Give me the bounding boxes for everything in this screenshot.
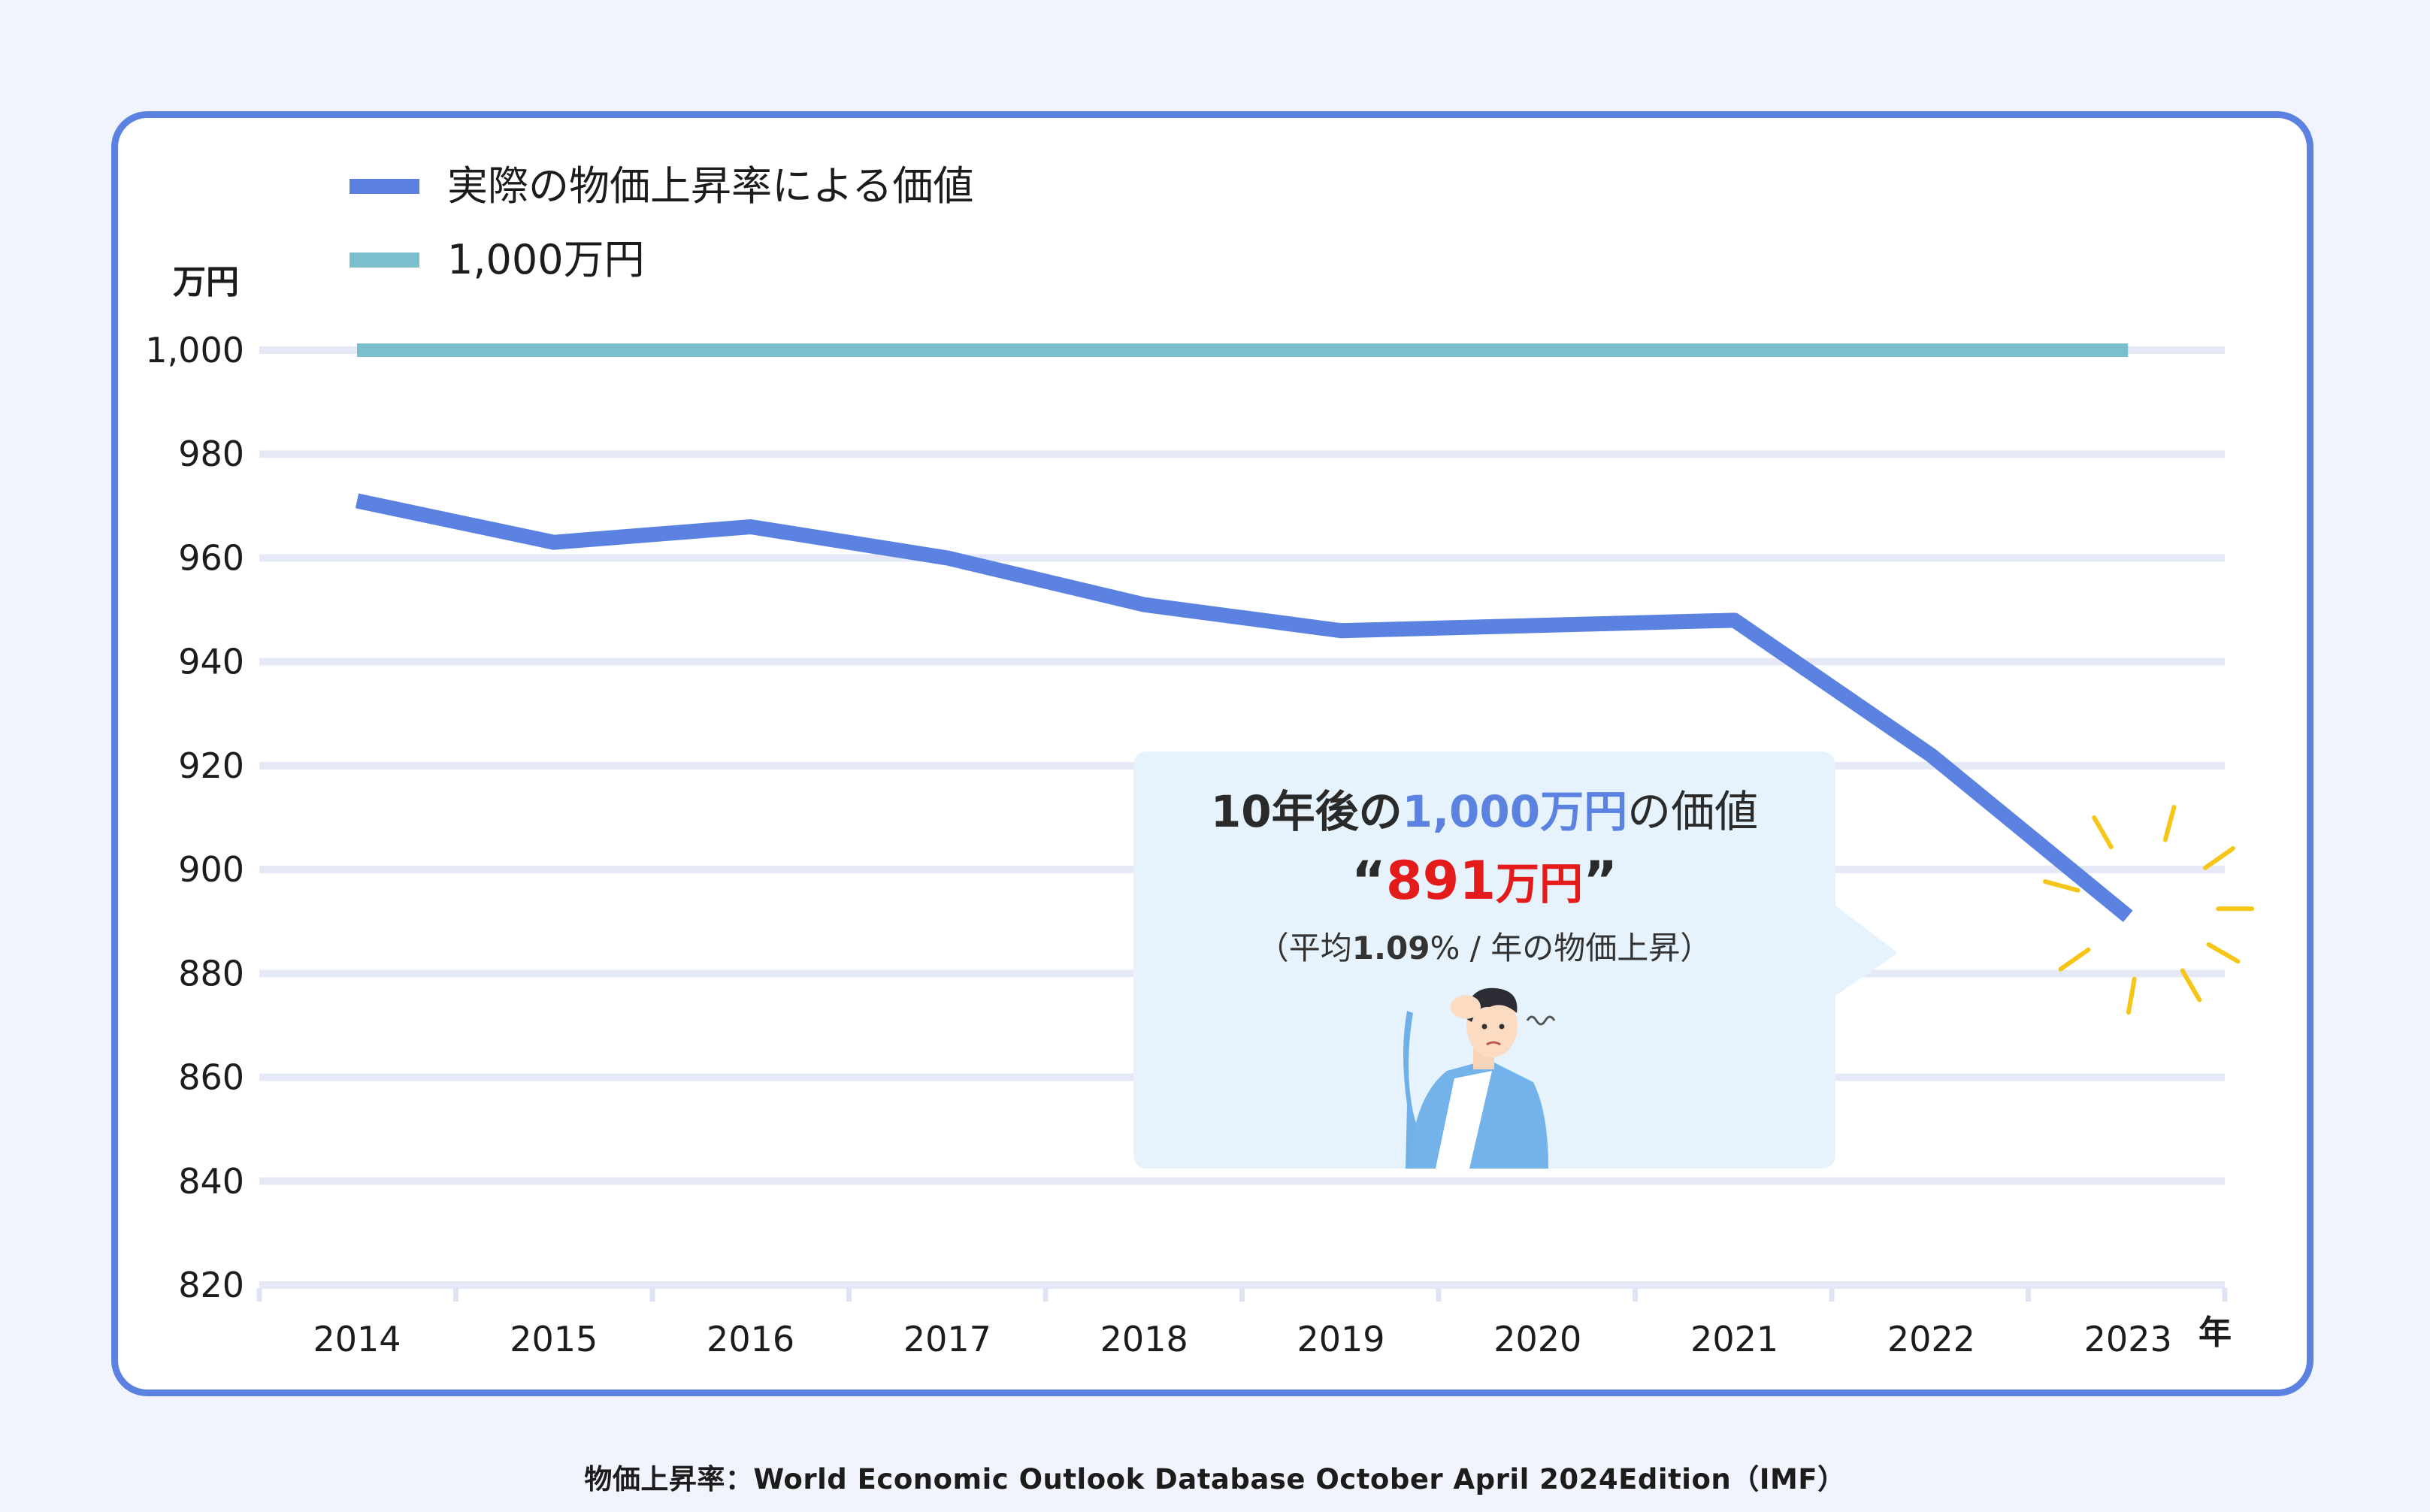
- burst-ray: [2092, 815, 2114, 850]
- y-tick-label: 880: [178, 953, 244, 993]
- x-tick-label: 2021: [1690, 1319, 1778, 1359]
- y-tick-label: 1,000: [145, 330, 244, 370]
- burst-ray: [2180, 968, 2202, 1002]
- data-point-1000man: [1341, 350, 1342, 351]
- legend-label: 1,000万円: [447, 236, 645, 283]
- man-eye: [1481, 1024, 1487, 1030]
- x-tick-label: 2023: [2084, 1319, 2172, 1359]
- x-tick-label: 2017: [903, 1319, 991, 1359]
- axes: 1,000 980 960 940 920 900 880 860 840 820 2014 2015…: [145, 263, 2232, 1359]
- burst-ray: [2058, 947, 2091, 972]
- y-tick-label: 940: [178, 642, 244, 682]
- callout-value: “891万円”: [1351, 850, 1617, 912]
- data-point-actual-value: [1734, 620, 1735, 621]
- x-axis-label: 年: [2198, 1314, 2232, 1352]
- burst-ray: [2042, 879, 2080, 893]
- man-hand: [1451, 995, 1481, 1019]
- man-eye: [1499, 1024, 1505, 1030]
- data-point-actual-value: [750, 526, 751, 527]
- man-mouth: [1486, 1041, 1501, 1046]
- headline-pre: 10年後の: [1211, 786, 1403, 837]
- burst-ray: [2206, 942, 2241, 964]
- data-point-actual-value: [553, 542, 554, 543]
- y-tick-label: 840: [178, 1161, 244, 1202]
- data-point-actual-value: [2128, 916, 2129, 917]
- burst-ray: [2162, 805, 2177, 842]
- highlight-burst: [2042, 805, 2255, 1015]
- callout-box: [1133, 751, 1898, 1169]
- worry-mark: [1526, 1015, 1556, 1026]
- man-raised-arm: [1403, 1011, 1428, 1169]
- y-tick-label: 820: [178, 1265, 244, 1305]
- y-tick-label: 980: [178, 434, 244, 474]
- x-tick-label: 2016: [707, 1319, 794, 1359]
- man-shirt: [1436, 1071, 1492, 1169]
- x-tick-label: 2019: [1297, 1319, 1384, 1359]
- data-point-actual-value: [1537, 625, 1538, 626]
- detail-pre: （平均: [1257, 930, 1352, 966]
- x-tick-label: 2018: [1100, 1319, 1188, 1359]
- x-tick-label: 2020: [1493, 1319, 1581, 1359]
- burst-ray: [2203, 846, 2235, 870]
- data-point-1000man: [1734, 350, 1735, 351]
- worried-man-illustration: [1403, 987, 1556, 1169]
- x-tick-label: 2015: [510, 1319, 598, 1359]
- man-hair: [1466, 987, 1518, 1022]
- legend: 実際の物価上昇率による価値 1,000万円: [350, 162, 973, 283]
- data-point-actual-value: [1931, 755, 1932, 756]
- data-point-1000man: [947, 350, 948, 351]
- series-lines: [355, 343, 2133, 923]
- headline-post: の価値: [1627, 786, 1758, 837]
- series-line-actual-value: [355, 493, 2133, 923]
- y-tick-label: 900: [178, 849, 244, 890]
- x-tick-label: 2022: [1887, 1319, 1975, 1359]
- headline-amount: 1,000万円: [1403, 786, 1627, 837]
- quote-open: “: [1351, 850, 1386, 912]
- detail-post: % / 年の物価上昇）: [1430, 930, 1711, 966]
- data-point-1000man: [1931, 350, 1932, 351]
- callout-headline: 10年後の1,000万円の価値: [1211, 786, 1758, 837]
- source-note: 物価上昇率：World Economic Outlook Database Oc…: [584, 1463, 1846, 1495]
- value-number: 891: [1386, 850, 1496, 912]
- y-tick-label: 920: [178, 745, 244, 786]
- burst-ray: [2126, 976, 2137, 1015]
- data-point-1000man: [2128, 350, 2129, 351]
- data-point-actual-value: [357, 500, 358, 501]
- data-point-1000man: [357, 350, 358, 351]
- detail-rate: 1.09: [1352, 930, 1430, 966]
- data-point-1000man: [750, 350, 751, 351]
- data-point-1000man: [1144, 350, 1145, 351]
- data-point-1000man: [1537, 350, 1538, 351]
- value-unit: 万円: [1496, 858, 1583, 909]
- y-tick-label: 860: [178, 1057, 244, 1098]
- data-point-actual-value: [1144, 604, 1145, 605]
- data-point-1000man: [553, 350, 554, 351]
- annotation-callout: 10年後の1,000万円の価値“891万円”（平均1.09% / 年の物価上昇）: [1133, 751, 2255, 1169]
- y-axis-label: 万円: [173, 263, 239, 301]
- y-tick-label: 960: [178, 537, 244, 578]
- callout-detail: （平均1.09% / 年の物価上昇）: [1257, 930, 1711, 966]
- quote-close: ”: [1583, 850, 1617, 912]
- legend-label: 実際の物価上昇率による価値: [447, 162, 973, 210]
- x-tick-label: 2014: [313, 1319, 401, 1359]
